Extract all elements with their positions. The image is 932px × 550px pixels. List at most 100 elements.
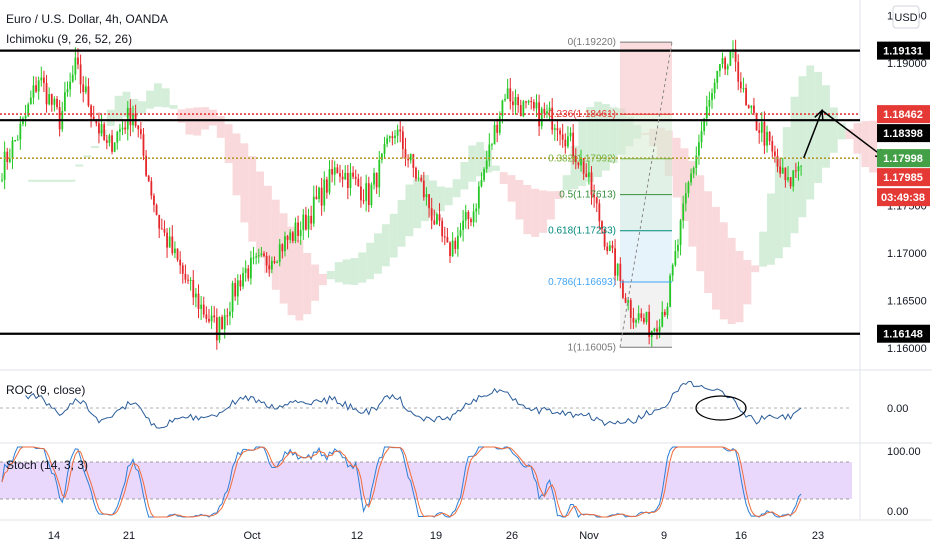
candle-body	[378, 159, 381, 188]
candle-body	[766, 131, 768, 146]
candle-body	[260, 253, 263, 256]
candle-body	[394, 135, 396, 139]
time-axis-label: Nov	[579, 530, 599, 542]
candle-body	[797, 166, 800, 171]
candle-body	[210, 315, 213, 322]
cloud-segment	[248, 156, 257, 242]
candle-body	[747, 105, 750, 108]
fib-zone	[620, 42, 672, 115]
cloud-segment	[476, 142, 485, 177]
price-tag-label: 1.18462	[883, 109, 923, 121]
candle-body	[119, 129, 121, 132]
cloud-segment	[601, 104, 610, 171]
candle-body	[79, 64, 82, 85]
candle-body	[726, 65, 729, 70]
candle-body	[202, 304, 205, 315]
candle-body	[538, 102, 540, 127]
candle-body	[532, 101, 535, 109]
cloud-segment	[232, 133, 241, 196]
fib-zone	[620, 158, 672, 195]
cloud-segment	[452, 179, 461, 198]
candle-body	[627, 300, 630, 303]
candle-body	[229, 311, 231, 316]
candle-body	[632, 317, 635, 323]
candle-body	[155, 204, 158, 215]
candle-body	[236, 280, 239, 297]
roc-highlight-ellipse[interactable]	[695, 395, 747, 421]
price-tag-label: 1.17985	[883, 172, 923, 184]
candle-body	[24, 115, 27, 119]
candle-body	[593, 194, 596, 198]
candle-body	[111, 135, 113, 152]
fib-retracement-levels[interactable]: 0(1.19220) 0.236(1.18461) 0.382(1.17992) 0.…	[548, 37, 673, 353]
candle-body	[781, 167, 784, 174]
candle-body	[19, 123, 22, 140]
candle-body	[711, 92, 713, 101]
currency-button[interactable]	[892, 5, 920, 29]
time-axis[interactable]: 14 21 Oct 12 19 26 Nov 9 16 23	[48, 530, 824, 542]
candle-body	[713, 82, 716, 93]
candle-body	[331, 169, 334, 175]
cloud-segment	[381, 224, 390, 267]
candle-body	[276, 261, 278, 263]
candle-body	[645, 311, 648, 323]
candle-body	[244, 268, 247, 273]
candle-body	[297, 222, 299, 236]
candle-body	[145, 155, 147, 176]
candle-body	[124, 127, 127, 130]
candle-body	[294, 222, 297, 241]
candle-body	[396, 129, 399, 136]
candle-body	[58, 107, 61, 130]
candle-body	[305, 214, 307, 230]
cloud-segment	[460, 162, 469, 190]
candle-body	[619, 263, 622, 282]
cloud-segment	[429, 180, 437, 216]
candle-body	[436, 214, 438, 225]
cloud-segment	[271, 199, 280, 290]
candle-body	[27, 104, 30, 116]
time-axis-label: Oct	[243, 530, 260, 542]
candle-body	[666, 306, 669, 316]
horizontal-levels[interactable]	[0, 49, 860, 335]
candle-body	[108, 135, 111, 143]
candle-body	[640, 313, 643, 318]
cloud-segment	[523, 184, 532, 235]
cloud-segment	[444, 187, 453, 206]
candle-body	[352, 172, 354, 177]
stoch-axis-tick-bottom: 0.00	[887, 506, 908, 518]
candle-body	[174, 248, 176, 254]
candle-body	[307, 215, 310, 230]
candle-body	[95, 119, 98, 124]
candle-body	[273, 260, 276, 263]
candle-body	[48, 94, 51, 105]
candle-body	[729, 51, 732, 66]
candle-body	[582, 158, 585, 174]
candle-body	[590, 172, 593, 195]
fib-level-label: 0.382(1.17992)	[548, 154, 616, 165]
time-axis-label: 12	[351, 530, 363, 542]
candle-body	[56, 98, 58, 108]
candle-body	[181, 265, 184, 274]
roc-axis-tick: 0.00	[887, 403, 908, 415]
candle-body	[656, 328, 658, 332]
candle-body	[360, 186, 362, 201]
cloud-segment	[334, 262, 343, 283]
candle-body	[587, 172, 590, 178]
candle-body	[137, 125, 140, 130]
fib-retracement-zones[interactable]	[620, 42, 672, 348]
cloud-segment	[153, 83, 162, 107]
candle-body	[677, 244, 679, 252]
candle-body	[388, 136, 391, 139]
candle-body	[171, 236, 174, 254]
candle-body	[716, 70, 719, 83]
cloud-segment	[751, 265, 760, 273]
candle-body	[325, 179, 328, 193]
candle-body	[425, 194, 428, 198]
cloud-segment	[279, 213, 288, 304]
candle-body	[365, 183, 368, 201]
candle-body	[192, 279, 195, 298]
candle-body	[635, 320, 637, 323]
candle-body	[69, 81, 72, 90]
fib-zone	[620, 114, 672, 159]
cloud-segment	[515, 179, 524, 220]
